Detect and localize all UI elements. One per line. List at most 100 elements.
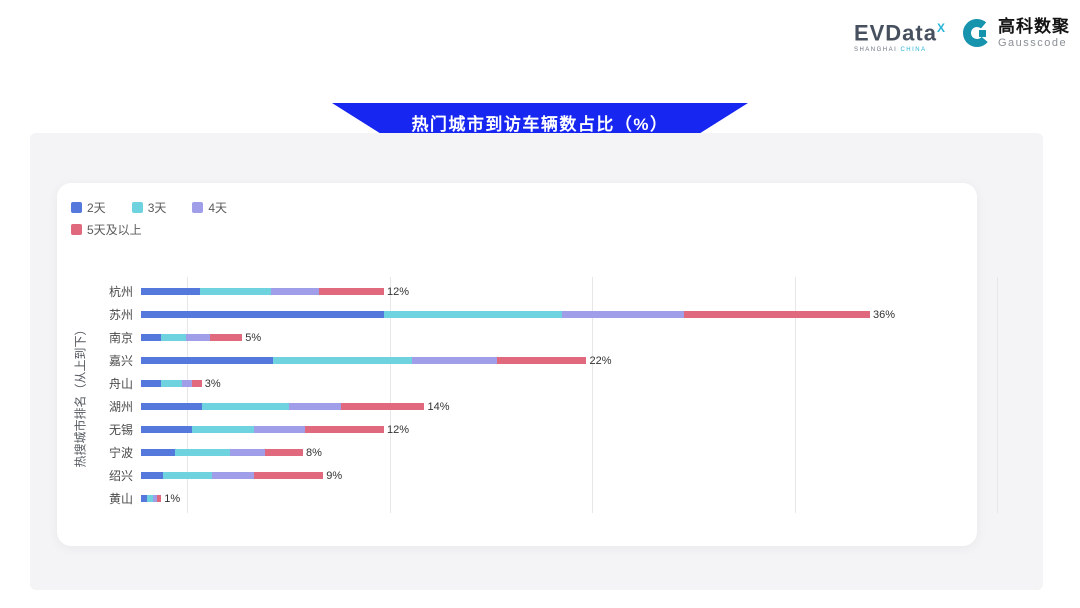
bar-row: 杭州 12% [103, 280, 977, 303]
bar-track: 9% [141, 470, 951, 482]
bar-segment-3天 [201, 403, 289, 410]
bar-segment-2天 [141, 334, 162, 341]
gridline [997, 277, 998, 513]
category-label: 杭州 [108, 285, 133, 299]
bar-segment-2天 [141, 426, 192, 433]
bar-segment-2天 [141, 288, 200, 295]
bar-segment-3天 [147, 495, 154, 502]
legend-swatch [71, 224, 82, 235]
bar-segment-5天及以上 [209, 334, 243, 341]
bar-total-label: 9% [326, 469, 343, 482]
bar-track: 12% [141, 424, 951, 436]
evdata-sup: X [936, 21, 946, 35]
legend-swatch [131, 202, 143, 213]
bar-track: 14% [141, 401, 951, 413]
evdata-tagline: SHANGHAI CHINA [853, 47, 927, 54]
bar-row: 南京 5% [103, 326, 977, 349]
bar-segment-3天 [191, 426, 255, 433]
bar-segment-3天 [272, 357, 413, 364]
bar-segment-4天 [211, 472, 255, 479]
bar-segment-3天 [161, 380, 182, 387]
bar-segment-3天 [384, 311, 563, 318]
category-label: 无锡 [108, 423, 133, 437]
legend-item: 5天及以上 [71, 221, 142, 238]
bar-total-label: 36% [872, 308, 896, 321]
y-axis-title: 热搜城市排名（从上到下） [73, 322, 88, 468]
chart-card: 2天 3天 4天 5天及以上 热搜城市排名（从上到下） 杭州 12% 苏州 36% 南京 5% 嘉… [57, 183, 998, 546]
bar-segment-5天及以上 [497, 357, 587, 364]
legend-label: 3天 [147, 201, 167, 215]
category-label: 嘉兴 [108, 354, 133, 368]
bar-segment-3天 [161, 334, 186, 341]
bar-track: 3% [141, 378, 951, 390]
gausscode-cn: 高科数聚 [998, 17, 1070, 36]
chart: 热搜城市排名（从上到下） 杭州 12% 苏州 36% 南京 5% 嘉兴 22% 舟山 3% 湖州 14… [57, 277, 998, 513]
bar-row: 苏州 36% [103, 303, 977, 326]
legend-swatch [192, 202, 204, 213]
bar-total-label: 3% [204, 377, 221, 390]
category-label: 黄山 [108, 492, 133, 506]
evdata-wordmark: EVDataX [854, 22, 946, 44]
page-title: 热门城市到访车辆数占比（%） [411, 114, 669, 134]
evdata-text: EVData [853, 20, 937, 46]
bar-segment-3天 [175, 449, 231, 456]
bar-segment-4天 [412, 357, 498, 364]
bar-total-label: 1% [164, 492, 181, 505]
bar-track: 1% [141, 493, 951, 505]
bar-total-label: 5% [245, 331, 262, 344]
bar-total-label: 8% [305, 446, 322, 459]
bar-segment-5天及以上 [264, 449, 303, 456]
legend-item: 4天 [192, 199, 227, 216]
bar-segment-2天 [141, 311, 384, 318]
bar-segment-4天 [230, 449, 265, 456]
bar-segment-5天及以上 [683, 311, 870, 318]
gausscode-icon [963, 19, 991, 48]
bar-segment-3天 [199, 288, 271, 295]
gausscode-en: Gausscode [998, 36, 1068, 49]
bar-track: 36% [141, 309, 951, 321]
bar-segment-4天 [270, 288, 320, 295]
bar-segment-4天 [185, 334, 210, 341]
bar-segment-2天 [141, 449, 176, 456]
bar-segment-5天及以上 [319, 288, 384, 295]
bar-row: 宁波 8% [103, 441, 977, 464]
bar-segment-5天及以上 [157, 495, 162, 502]
category-label: 舟山 [108, 377, 133, 391]
legend-swatch [71, 202, 82, 213]
legend-item: 3天 [131, 199, 167, 216]
chart-plot: 杭州 12% 苏州 36% 南京 5% 嘉兴 22% 舟山 3% 湖州 14% 无锡 12% 宁波 8% 绍兴 9… [103, 277, 998, 513]
bar-track: 5% [141, 332, 951, 344]
bar-row: 无锡 12% [103, 418, 977, 441]
bar-total-label: 12% [386, 423, 410, 436]
bar-segment-2天 [141, 380, 162, 387]
bar-track: 8% [141, 447, 951, 459]
bar-segment-2天 [141, 357, 273, 364]
bar-total-label: 22% [589, 354, 612, 367]
bar-segment-5天及以上 [191, 380, 202, 387]
bar-row: 绍兴 9% [103, 464, 977, 487]
legend: 2天 3天 4天 5天及以上 [71, 199, 301, 238]
category-label: 宁波 [108, 446, 133, 460]
bar-segment-4天 [153, 495, 158, 502]
category-label: 湖州 [108, 400, 133, 414]
legend-label: 4天 [208, 201, 228, 215]
bar-segment-4天 [254, 426, 306, 433]
bar-row: 嘉兴 22% [103, 349, 977, 372]
category-label: 苏州 [108, 308, 133, 322]
bar-segment-5天及以上 [305, 426, 384, 433]
bar-track: 22% [141, 355, 951, 367]
bar-segment-2天 [141, 472, 164, 479]
legend-label: 2天 [87, 201, 106, 215]
bar-segment-2天 [141, 403, 202, 410]
evdata-logo: EVDataX SHANGHAI CHINA [853, 18, 946, 54]
bar-total-label: 14% [427, 400, 450, 413]
bar-total-label: 12% [386, 285, 410, 298]
category-label: 绍兴 [108, 469, 133, 483]
header-logos: EVDataX SHANGHAI CHINA 高科数聚 Gausscode [853, 17, 1070, 54]
legend-label: 5天及以上 [87, 223, 142, 237]
bar-segment-4天 [288, 403, 342, 410]
category-label: 南京 [108, 331, 133, 345]
background-panel: 2天 3天 4天 5天及以上 热搜城市排名（从上到下） 杭州 12% 苏州 36% 南京 5% 嘉… [30, 133, 1043, 590]
chart-rows: 杭州 12% 苏州 36% 南京 5% 嘉兴 22% 舟山 3% 湖州 14% 无锡 12% 宁波 8% 绍兴 9… [103, 280, 977, 510]
bar-segment-4天 [562, 311, 684, 318]
